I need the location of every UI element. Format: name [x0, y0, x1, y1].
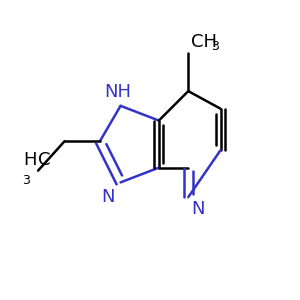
Text: N: N [191, 200, 205, 218]
Text: C: C [38, 151, 50, 169]
Text: 3: 3 [22, 174, 30, 187]
Text: H: H [23, 151, 37, 169]
Text: CH: CH [191, 33, 217, 51]
Text: 3: 3 [211, 40, 219, 53]
Text: NH: NH [104, 83, 131, 101]
Text: N: N [101, 188, 115, 206]
